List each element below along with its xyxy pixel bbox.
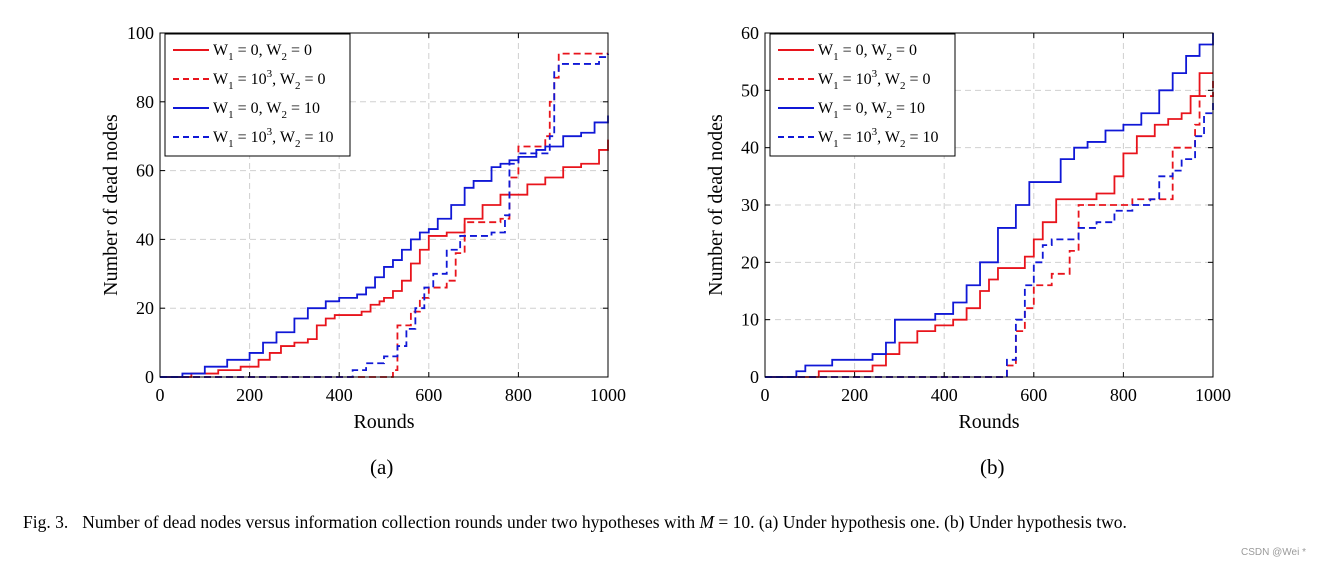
series-line-3 — [160, 115, 609, 378]
y-tick-label: 20 — [136, 298, 154, 318]
legend-label: W1 = 103, W2 = 10 — [818, 126, 938, 150]
chart-b: 0 200 400 600 800 1000 0 10 20 30 40 50 60 Rounds Numb… — [705, 23, 1231, 433]
subfigure-label-b: (b) — [980, 455, 1005, 479]
y-tick-label: 20 — [741, 252, 759, 272]
y-axis-label: Number of dead nodes — [705, 114, 727, 296]
legend-box — [769, 33, 956, 157]
legend-label: W1 = 0, W2 = 0 — [213, 42, 312, 63]
y-tick-label: 0 — [750, 367, 759, 387]
series-line-1 — [160, 139, 609, 378]
y-axis-label: Number of dead nodes — [100, 114, 122, 296]
x-tick-label: 400 — [326, 385, 353, 405]
x-axis-label: Rounds — [353, 411, 414, 433]
y-tick-label: 50 — [741, 80, 759, 100]
legend-label: W1 = 0, W2 = 10 — [818, 100, 925, 121]
legend-label: W1 = 103, W2 = 10 — [213, 126, 333, 150]
x-tick-label: 1000 — [1195, 385, 1231, 405]
series-line-3 — [765, 33, 1214, 378]
x-tick-label: 600 — [1020, 385, 1047, 405]
x-tick-label: 800 — [1110, 385, 1137, 405]
figure-caption: Fig. 3. Number of dead nodes versus infor… — [23, 511, 1308, 533]
y-tick-label: 30 — [741, 195, 759, 215]
legend: W1 = 0, W2 = 0 W1 = 103, W2 = 0 W1 = 0, W2… — [164, 33, 351, 157]
plot-frame — [159, 32, 609, 378]
y-tick-label: 0 — [145, 367, 154, 387]
series-line-4 — [765, 101, 1214, 378]
x-axis-label: Rounds — [958, 411, 1019, 433]
legend-box — [164, 33, 351, 157]
legend-label: W1 = 0, W2 = 0 — [818, 42, 917, 63]
chart-a: 0 200 400 600 800 1000 0 20 40 60 80 100 Rounds Numbe… — [100, 23, 626, 433]
x-tick-label: 400 — [931, 385, 958, 405]
series-line-2 — [160, 52, 608, 378]
y-tick-label: 40 — [741, 138, 759, 158]
x-tick-label: 0 — [761, 385, 770, 405]
legend-label: W1 = 103, W2 = 0 — [213, 68, 325, 92]
legend: W1 = 0, W2 = 0 W1 = 103, W2 = 0 W1 = 0, W2… — [769, 33, 956, 157]
series-line-1 — [765, 72, 1213, 378]
caption-text-end: . (a) Under hypothesis one. (b) Under hy… — [750, 512, 1127, 532]
y-tick-label: 100 — [127, 23, 154, 43]
subfigure-label-a: (a) — [370, 455, 394, 479]
legend-label: W1 = 103, W2 = 0 — [818, 68, 930, 92]
x-tick-label: 200 — [236, 385, 263, 405]
y-tick-label: 80 — [136, 92, 154, 112]
legend-label: W1 = 0, W2 = 10 — [213, 100, 320, 121]
x-tick-label: 800 — [505, 385, 532, 405]
x-tick-label: 600 — [415, 385, 442, 405]
y-tick-label: 60 — [136, 161, 154, 181]
x-tick-label: 0 — [156, 385, 165, 405]
caption-math-var: M — [699, 512, 715, 532]
x-tick-label: 200 — [841, 385, 868, 405]
y-tick-label: 60 — [741, 23, 759, 43]
y-tick-label: 40 — [136, 229, 154, 249]
caption-text-start: Number of dead nodes versus information … — [82, 512, 700, 532]
y-tick-label: 10 — [741, 310, 759, 330]
caption-label: Fig. 3. — [23, 512, 69, 532]
series-line-4 — [160, 53, 609, 378]
caption-math-rest: = 10 — [714, 512, 751, 532]
x-tick-label: 1000 — [590, 385, 626, 405]
watermark: CSDN @Wei * — [1241, 547, 1306, 558]
